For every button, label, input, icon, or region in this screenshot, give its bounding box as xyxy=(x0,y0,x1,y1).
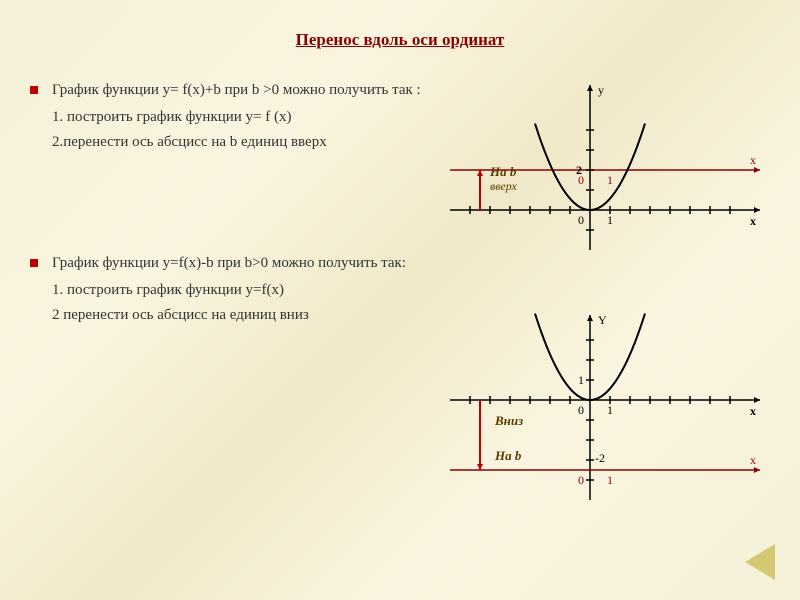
block2-step2: 2 перенести ось абсцисс на единиц вниз xyxy=(52,305,430,326)
block2-main: График функции y=f(x)-b при b>0 можно по… xyxy=(52,253,406,274)
chart-shift-down: Yxx01011-2ВнизНа b xyxy=(440,310,770,510)
text-content: График функции y= f(x)+b при b >0 можно … xyxy=(30,80,430,386)
svg-text:x: x xyxy=(750,453,756,467)
svg-text:x: x xyxy=(750,153,756,167)
block-1: График функции y= f(x)+b при b >0 можно … xyxy=(30,80,430,153)
block1-step1: 1. построить график функции y= f (x) xyxy=(52,107,430,128)
svg-text:1: 1 xyxy=(607,213,613,227)
bullet-icon xyxy=(30,86,38,94)
block1-step2: 2.перенести ось абсцисс на b единиц ввер… xyxy=(52,132,430,153)
svg-text:x: x xyxy=(750,214,756,228)
svg-text:На b: На b xyxy=(489,164,517,179)
svg-text:2: 2 xyxy=(576,163,582,177)
slide-title: Перенос вдоль оси ординат xyxy=(0,0,800,50)
svg-text:0: 0 xyxy=(578,473,584,487)
svg-text:y: y xyxy=(598,83,604,97)
svg-text:1: 1 xyxy=(607,173,613,187)
svg-text:0: 0 xyxy=(578,213,584,227)
svg-text:x: x xyxy=(750,404,756,418)
svg-text:Вниз: Вниз xyxy=(494,413,523,428)
chart-shift-up: yxx01012На bвверх xyxy=(440,80,770,260)
block2-step1: 1. построить график функции y=f(x) xyxy=(52,280,430,301)
block1-main: График функции y= f(x)+b при b >0 можно … xyxy=(52,80,421,101)
back-arrow-icon[interactable] xyxy=(745,544,775,580)
svg-text:1: 1 xyxy=(607,473,613,487)
svg-text:Y: Y xyxy=(598,313,607,327)
svg-text:вверх: вверх xyxy=(490,179,518,193)
svg-text:-2: -2 xyxy=(595,451,605,465)
svg-text:1: 1 xyxy=(607,403,613,417)
svg-text:1: 1 xyxy=(578,373,584,387)
block-2: График функции y=f(x)-b при b>0 можно по… xyxy=(30,253,430,326)
svg-text:0: 0 xyxy=(578,403,584,417)
svg-text:На b: На b xyxy=(494,448,522,463)
bullet-icon xyxy=(30,259,38,267)
